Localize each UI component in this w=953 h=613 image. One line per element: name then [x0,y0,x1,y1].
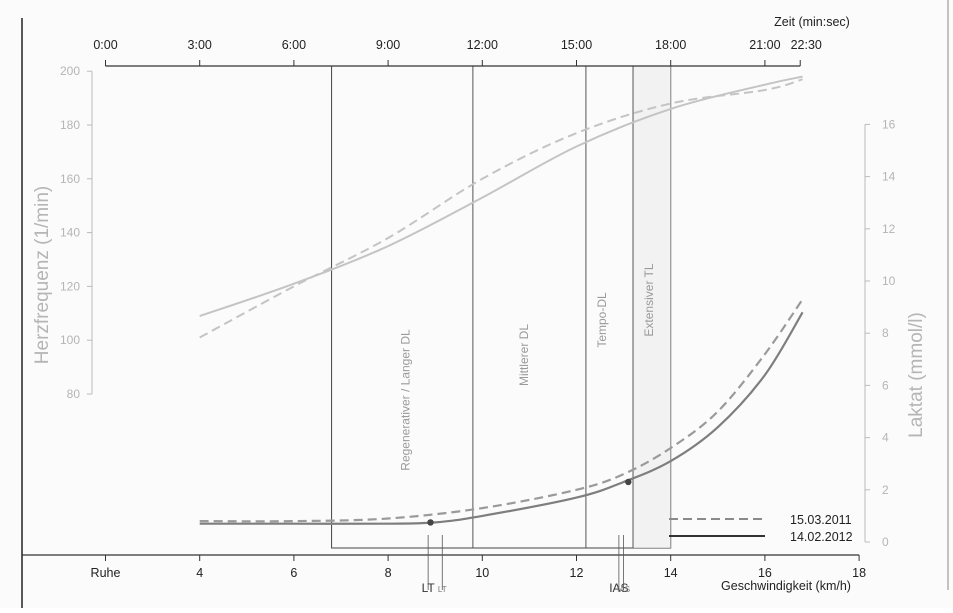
hr-tick-label: 120 [60,279,80,293]
lactate-tick-label: 8 [882,326,889,340]
threshold-label: IAS [617,585,630,594]
hr-tick-label: 160 [60,172,80,186]
speed-tick-label: 12 [570,566,584,580]
heart-rate-axis: 80 100 120 140 160 180 200 Herzfrequenz (1/min) [32,64,93,401]
training-zones: Regenerativer / Langer DL Mittlerer DL Tem… [331,65,672,549]
speed-tick-label: 4 [196,566,203,580]
legend-label: 15.03.2011 [790,513,852,527]
speed-axis-title: Geschwindigkeit (km/h) [721,579,851,593]
top-tick-label: 22:30 [791,38,822,52]
zone-label: Extensiver TL [642,263,656,336]
hr-tick-label: 140 [60,226,80,240]
series-lines [199,75,804,525]
threshold-label: LT [422,581,436,595]
hr-axis-title: Herzfrequenz (1/min) [32,186,53,364]
top-tick-label: 0:00 [93,38,117,52]
threshold-markers [427,478,632,526]
top-axis-title: Zeit (min:sec) [774,15,850,29]
zone-label: Regenerativer / Langer DL [399,329,413,471]
legend: 15.03.2011 14.02.2012 [669,513,853,544]
hr-line-solid [199,75,803,317]
speed-tick-label: 10 [475,566,489,580]
top-tick-label: 12:00 [467,38,498,52]
hr-tick-label: 180 [60,118,80,132]
speed-tick-label: 14 [664,566,678,580]
lactate-tick-label: 10 [882,274,896,288]
threshold-point [427,519,434,526]
zone-shade-extensive-tl [633,66,671,548]
lactate-tick-label: 16 [882,117,896,131]
hr-line-dashed [199,78,803,339]
hr-tick-label: 100 [60,333,80,347]
zone-label: Mittlerer DL [517,324,531,386]
lactate-axis-title: Laktat (mmol/l) [906,312,927,438]
top-tick-label: 9:00 [376,38,400,52]
top-tick-label: 3:00 [188,38,212,52]
lactate-tick-label: 0 [882,535,889,549]
hr-tick-label: 200 [60,64,80,78]
zone-label: Tempo-DL [595,292,609,348]
top-time-axis: 0:00 3:00 6:00 9:00 12:00 15:00 18:00 21:00 22:3… [93,15,850,67]
top-tick-label: 18:00 [655,38,686,52]
hr-tick-label: 80 [67,387,81,401]
lactate-line-solid [199,311,804,525]
speed-tick-label: Ruhe [91,566,121,580]
speed-tick-label: 8 [385,566,392,580]
lactate-line-dashed [199,298,804,523]
lactate-tick-label: 12 [882,222,896,236]
lactate-tick-label: 2 [882,483,889,497]
top-tick-label: 6:00 [282,38,306,52]
lactate-axis: 0 2 4 6 8 10 12 14 16 Laktat (mmol/l) [864,117,927,549]
speed-tick-label: 16 [758,566,772,580]
top-tick-label: 21:00 [749,38,780,52]
lactate-tick-label: 4 [882,431,889,445]
speed-tick-label: 6 [290,566,297,580]
top-tick-label: 15:00 [561,38,592,52]
lactate-tick-label: 6 [882,378,889,392]
threshold-point [625,478,632,486]
legend-label: 14.02.2012 [790,530,853,544]
speed-tick-label: 18 [852,566,866,580]
threshold-label: LT [438,585,447,594]
lactate-tick-label: 14 [882,170,896,184]
